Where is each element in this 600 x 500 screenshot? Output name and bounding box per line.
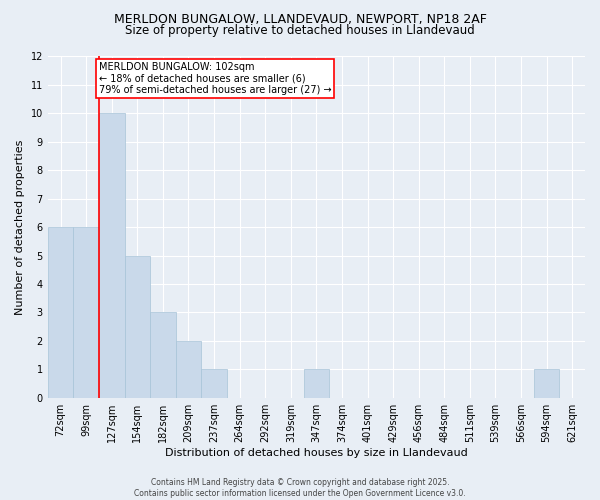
Text: MERLDON BUNGALOW: 102sqm
← 18% of detached houses are smaller (6)
79% of semi-de: MERLDON BUNGALOW: 102sqm ← 18% of detach… xyxy=(99,62,332,96)
Bar xyxy=(73,227,99,398)
Text: Contains HM Land Registry data © Crown copyright and database right 2025.
Contai: Contains HM Land Registry data © Crown c… xyxy=(134,478,466,498)
Bar xyxy=(201,370,227,398)
Bar xyxy=(176,341,201,398)
X-axis label: Distribution of detached houses by size in Llandevaud: Distribution of detached houses by size … xyxy=(165,448,468,458)
Bar xyxy=(99,114,125,398)
Bar xyxy=(304,370,329,398)
Bar xyxy=(534,370,559,398)
Text: Size of property relative to detached houses in Llandevaud: Size of property relative to detached ho… xyxy=(125,24,475,37)
Bar xyxy=(125,256,150,398)
Text: MERLDON BUNGALOW, LLANDEVAUD, NEWPORT, NP18 2AF: MERLDON BUNGALOW, LLANDEVAUD, NEWPORT, N… xyxy=(113,12,487,26)
Y-axis label: Number of detached properties: Number of detached properties xyxy=(15,140,25,315)
Bar xyxy=(48,227,73,398)
Bar xyxy=(150,312,176,398)
